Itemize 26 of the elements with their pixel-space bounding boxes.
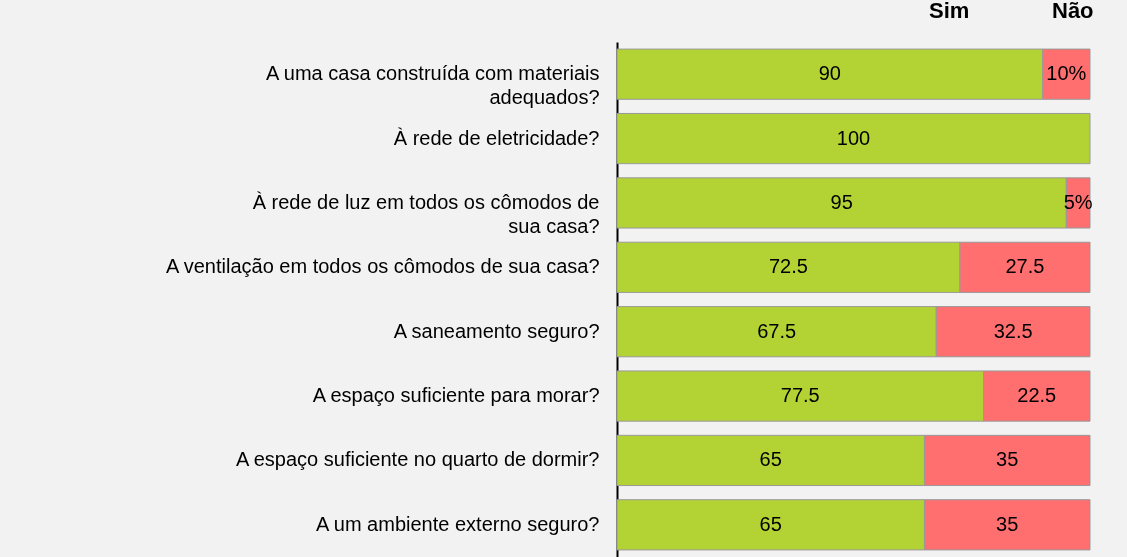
data-label: 90 [818, 62, 841, 85]
series-label: Não [1052, 0, 1094, 23]
y-tick-label: A saneamento seguro? [393, 319, 600, 342]
data-label: 77.5 [780, 384, 820, 407]
data-label: 22.5 [1017, 384, 1057, 407]
y-tick-label: A ventilação em todos os cômodos de sua casa? [165, 255, 600, 278]
y-tick-label: À rede de luz em todos os cômodos de sua casa? [252, 190, 600, 237]
data-label: 35 [996, 448, 1019, 471]
y-tick-label: A espaço suficiente para morar? [312, 384, 600, 407]
y-tick-label: À rede de eletricidade? [393, 126, 600, 149]
data-label: 65 [759, 512, 782, 535]
data-label: 5% [1063, 190, 1093, 213]
data-label: 72.5 [768, 255, 808, 278]
data-label: 10% [1046, 62, 1087, 85]
data-label: 27.5 [1005, 255, 1045, 278]
y-tick-label: A uma casa construída com materiais adequados? [266, 62, 600, 109]
data-label: 67.5 [757, 319, 797, 342]
data-label: 100 [836, 126, 871, 149]
bar [616, 112, 1091, 165]
y-tick-label: A um ambiente externo seguro? [315, 512, 600, 535]
data-label: 65 [759, 448, 782, 471]
y-tick-label: A espaço suficiente no quarto de dormir? [235, 448, 600, 471]
data-label: 32.5 [993, 319, 1033, 342]
data-label: 95 [830, 190, 853, 213]
data-label: 35 [996, 512, 1019, 535]
series-label: Sim [929, 0, 970, 23]
